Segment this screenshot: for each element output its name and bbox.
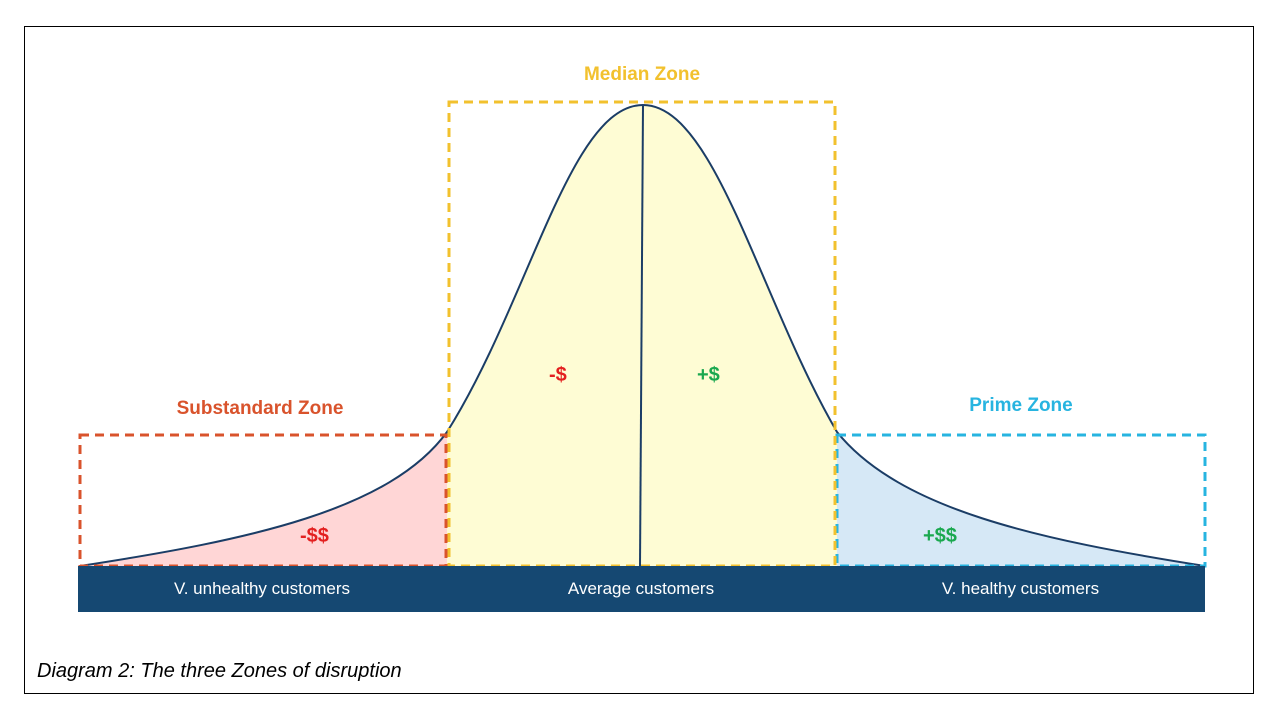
diagram-frame	[24, 26, 1254, 694]
axis-label-average: Average customers	[567, 579, 715, 598]
substandard-zone-title: Substandard Zone	[176, 398, 344, 419]
median-left-value-label: -$	[549, 364, 567, 386]
median-right-value-label: +$	[697, 364, 720, 386]
diagram-caption: Diagram 2: The three Zones of disruption	[37, 660, 402, 682]
median-line	[639, 104, 644, 567]
substandard-fill	[80, 432, 447, 566]
prime-fill	[837, 432, 1205, 566]
prime-value-label: +$$	[923, 525, 957, 547]
axis-label-unhealthy: V. unhealthy customers	[173, 579, 351, 598]
customer-axis-band: V. unhealthy customers Average customers…	[78, 566, 1205, 612]
substandard-value-label: -$$	[300, 525, 329, 547]
axis-label-healthy: V. healthy customers	[941, 579, 1100, 598]
median-zone-title: Median Zone	[583, 64, 701, 85]
prime-zone-title: Prime Zone	[969, 395, 1073, 416]
